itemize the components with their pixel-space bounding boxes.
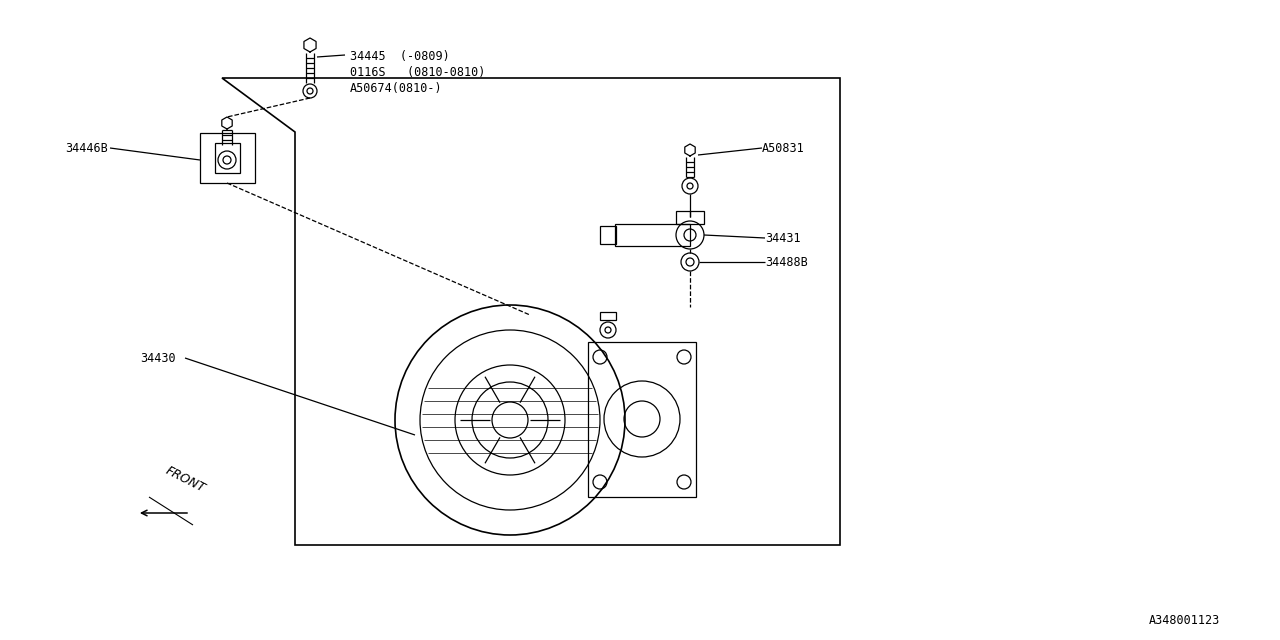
Bar [215,143,241,173]
Text: A348001123: A348001123 [1148,614,1220,627]
Bar [588,342,696,497]
Bar [600,312,616,320]
Text: 34446B: 34446B [65,141,108,154]
Text: A50674(0810-): A50674(0810-) [349,82,443,95]
Bar [200,133,255,183]
Text: 34488B: 34488B [765,255,808,269]
Text: 34430: 34430 [140,351,175,365]
Bar [600,226,616,244]
Text: 0116S   (0810-0810): 0116S (0810-0810) [349,66,485,79]
Bar [676,211,704,224]
Text: A50831: A50831 [762,141,805,154]
Text: 34445  (-0809): 34445 (-0809) [349,50,449,63]
Bar [614,224,690,246]
Text: FRONT: FRONT [163,464,207,495]
Text: 34431: 34431 [765,232,800,244]
